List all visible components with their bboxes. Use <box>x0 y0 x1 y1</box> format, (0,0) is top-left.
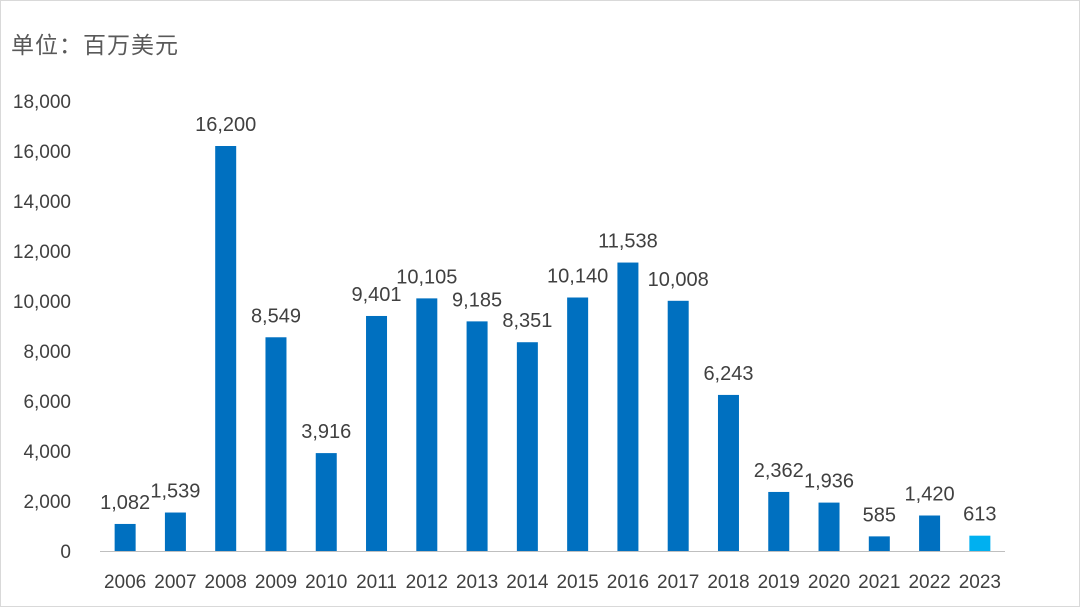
x-tick-label-2009: 2009 <box>255 572 297 593</box>
data-label-2018: 6,243 <box>703 363 753 385</box>
y-tick-label: 2,000 <box>23 492 71 513</box>
bar-2006 <box>114 523 136 551</box>
y-tick-label: 8,000 <box>23 342 71 363</box>
y-tick-label: 14,000 <box>13 192 71 213</box>
x-tick-label-2008: 2008 <box>205 572 247 593</box>
bar-2007 <box>164 512 186 551</box>
bars-group <box>114 146 991 551</box>
x-tick-label-2019: 2019 <box>758 572 800 593</box>
x-axis-tick-labels: 2006 2007 2008 2009 2010 2011 2012 2013 2014 2015… <box>104 572 1001 593</box>
y-tick-label: 16,000 <box>13 142 71 163</box>
y-tick-label: 18,000 <box>13 92 71 113</box>
y-tick-label: 12,000 <box>13 242 71 263</box>
bar-2010 <box>315 453 337 551</box>
bar-2021 <box>868 536 890 551</box>
data-label-2017: 10,008 <box>648 269 709 291</box>
bar-2008 <box>215 146 237 551</box>
data-label-2020: 1,936 <box>804 471 854 493</box>
data-label-2014: 8,351 <box>502 310 552 332</box>
y-tick-label: 6,000 <box>23 392 71 413</box>
y-axis-tick-labels: 0 2,000 4,000 6,000 8,000 10,000 12,000 14,000 1… <box>13 92 71 563</box>
bar-2022 <box>919 515 941 551</box>
bar-2012 <box>416 298 438 551</box>
x-tick-label-2015: 2015 <box>556 572 598 593</box>
bar-2023 <box>969 535 991 551</box>
data-label-2010: 3,916 <box>301 421 351 443</box>
y-tick-label: 0 <box>60 542 71 563</box>
x-tick-label-2007: 2007 <box>154 572 196 593</box>
x-tick-label-2018: 2018 <box>707 572 749 593</box>
data-label-2015: 10,140 <box>547 266 608 288</box>
bar-2013 <box>466 321 488 551</box>
data-label-2016: 11,538 <box>598 231 658 253</box>
x-tick-label-2014: 2014 <box>506 572 549 593</box>
x-tick-label-2011: 2011 <box>356 572 397 593</box>
x-tick-label-2006: 2006 <box>104 572 146 593</box>
bar-2016 <box>617 262 639 551</box>
bar-2018 <box>717 394 739 551</box>
unit-label: 单位：百万美元 <box>11 33 179 59</box>
data-label-2009: 8,549 <box>251 305 301 327</box>
x-tick-label-2012: 2012 <box>406 572 448 593</box>
data-label-2022: 1,420 <box>905 484 955 506</box>
x-tick-label-2023: 2023 <box>959 572 1001 593</box>
y-tick-label: 4,000 <box>23 442 71 463</box>
x-tick-label-2010: 2010 <box>305 572 347 593</box>
data-label-2012: 10,105 <box>396 266 457 288</box>
data-label-2013: 9,185 <box>452 289 502 311</box>
bar-2019 <box>768 491 790 551</box>
x-tick-label-2020: 2020 <box>808 572 850 593</box>
y-tick-label: 10,000 <box>13 292 71 313</box>
x-tick-label-2022: 2022 <box>908 572 950 593</box>
data-label-2023: 613 <box>963 504 996 526</box>
data-label-2006: 1,082 <box>100 492 150 514</box>
data-label-2011: 9,401 <box>351 284 401 306</box>
data-label-2021: 585 <box>863 504 896 526</box>
x-tick-label-2013: 2013 <box>456 572 498 593</box>
bar-2011 <box>366 315 388 551</box>
x-tick-label-2021: 2021 <box>858 572 900 593</box>
bar-2017 <box>667 300 689 551</box>
data-label-2008: 16,200 <box>195 114 256 136</box>
bar-2014 <box>516 342 538 551</box>
x-tick-label-2017: 2017 <box>657 572 699 593</box>
x-tick-label-2016: 2016 <box>607 572 649 593</box>
data-label-2007: 1,539 <box>150 481 200 503</box>
bar-2009 <box>265 337 287 551</box>
bar-2015 <box>567 297 589 551</box>
data-label-2019: 2,362 <box>754 460 804 482</box>
bar-2020 <box>818 502 840 551</box>
